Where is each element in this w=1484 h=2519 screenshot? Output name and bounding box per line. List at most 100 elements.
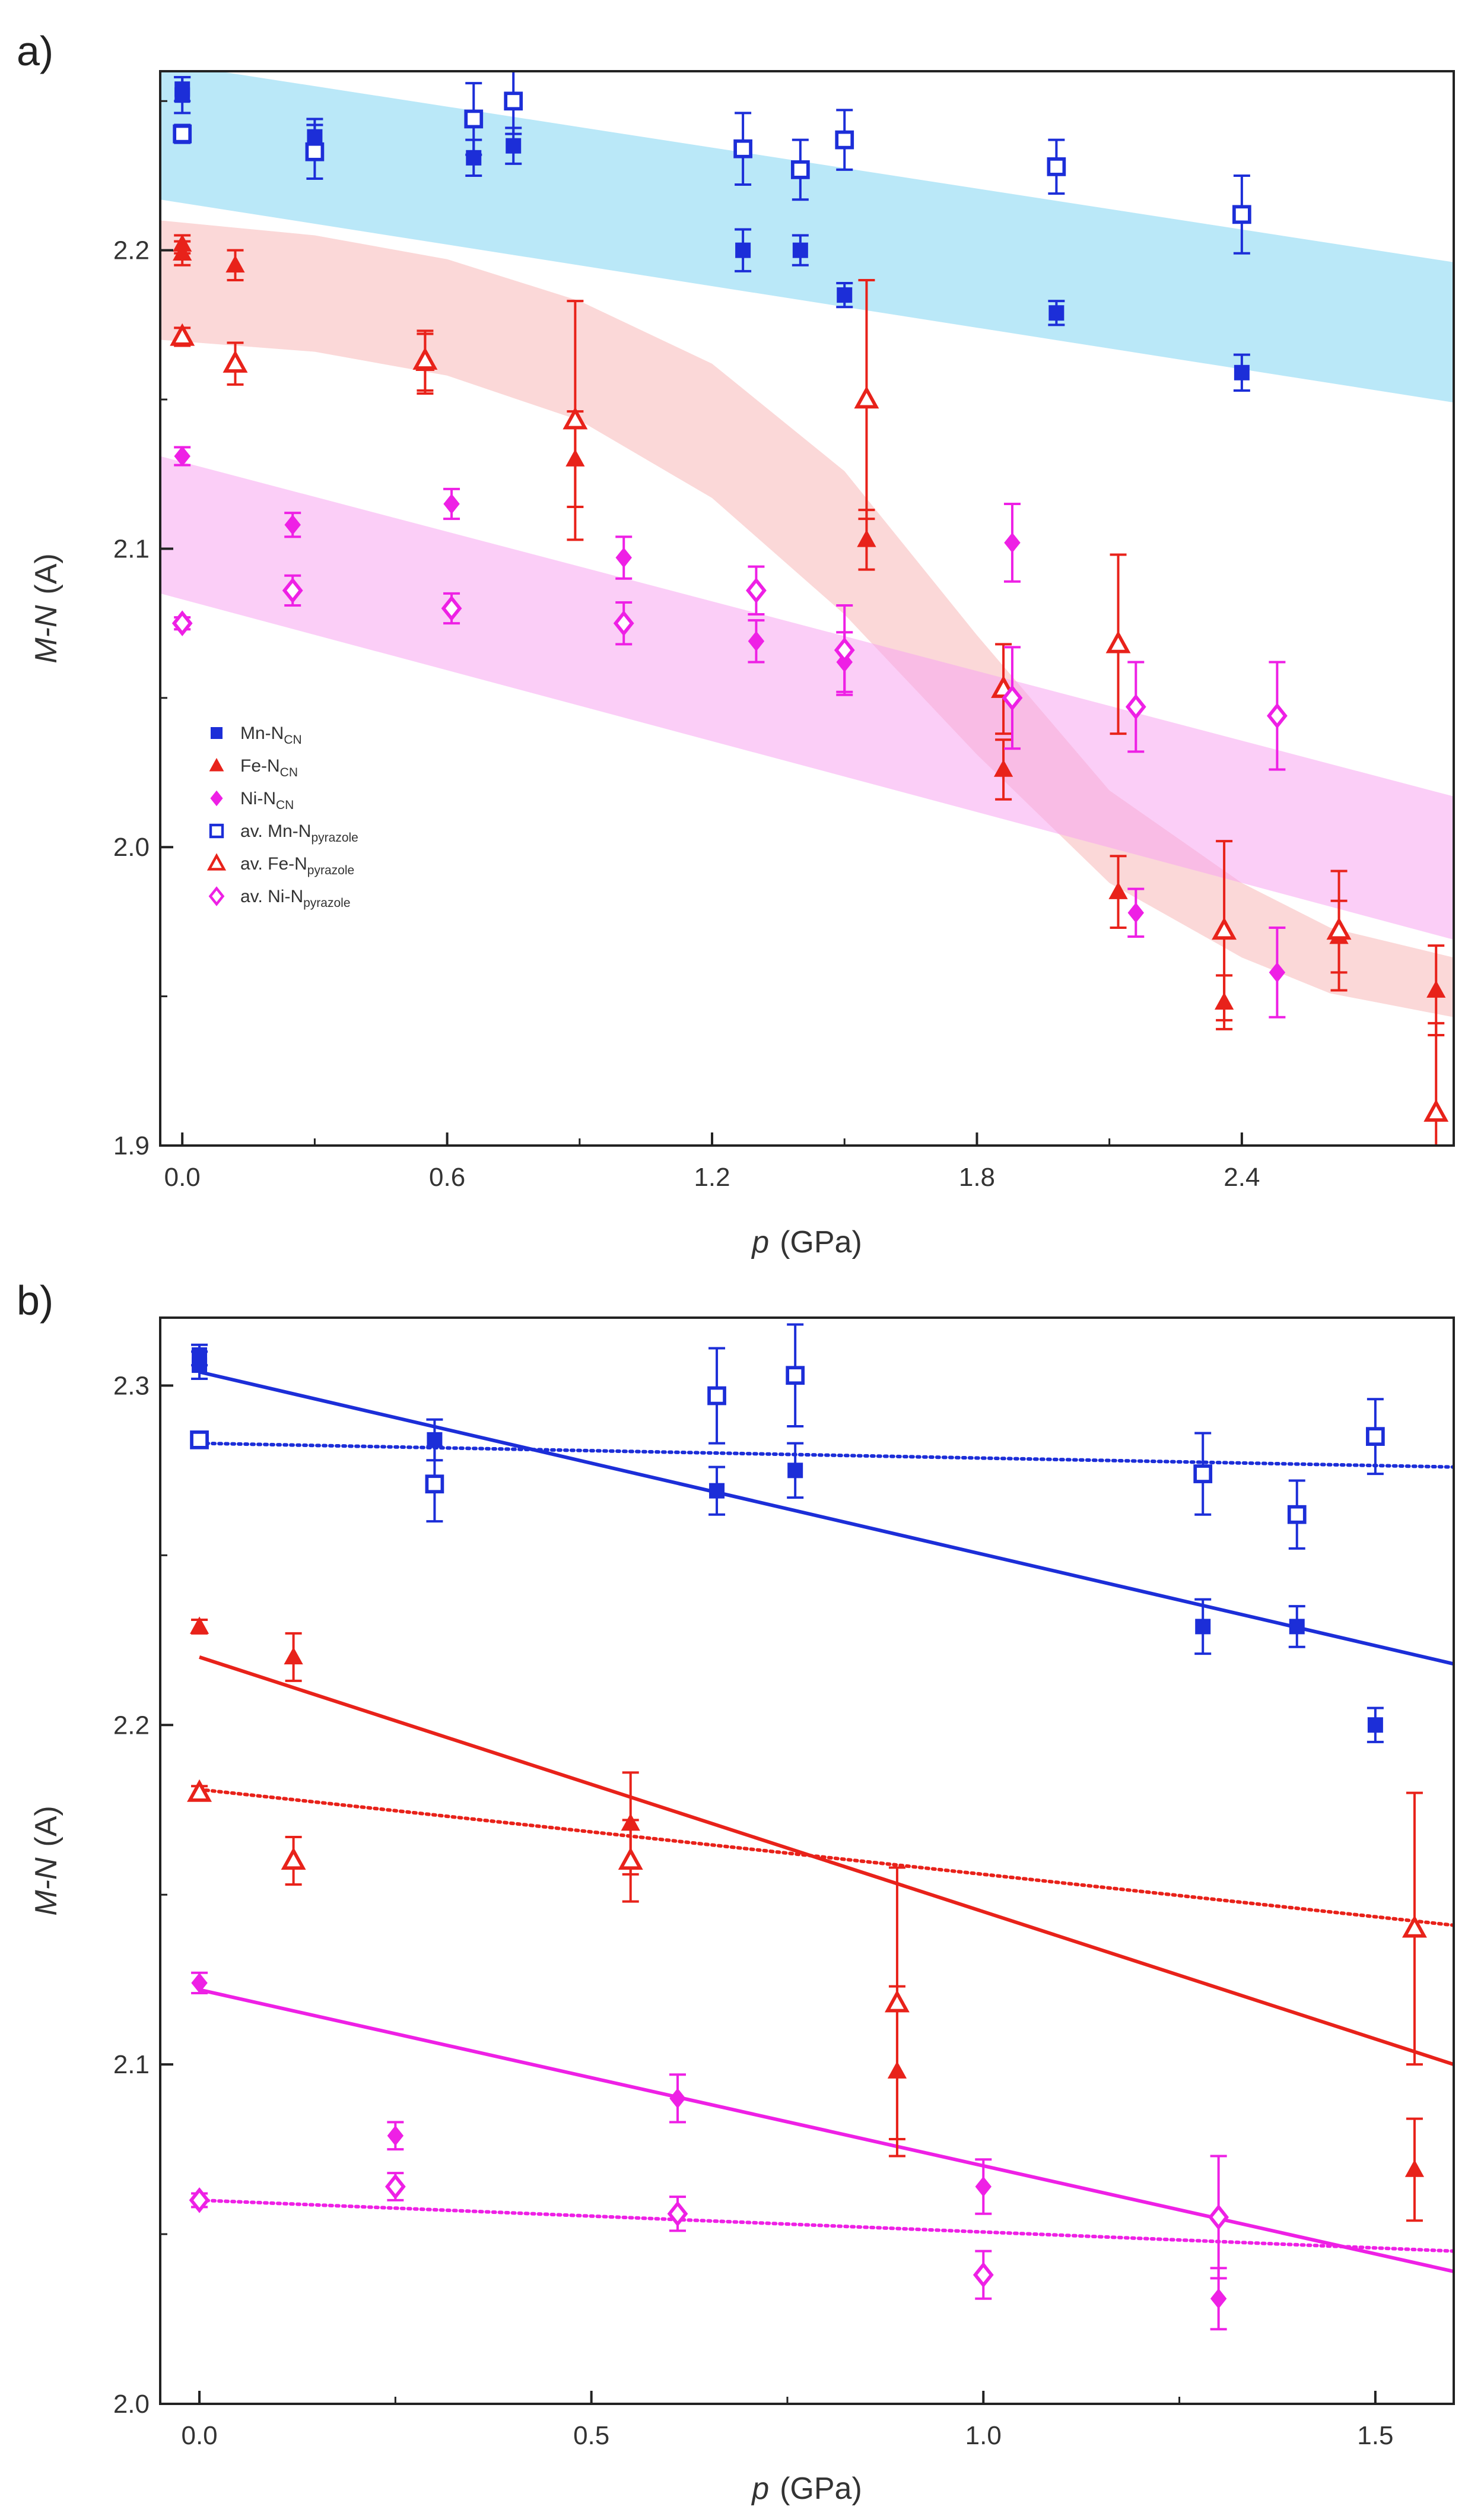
fit-line-b-4 (199, 1988, 1454, 2273)
data-point (786, 1366, 805, 1385)
data-point (225, 255, 245, 273)
data-point (464, 109, 484, 129)
data-point (735, 242, 751, 258)
legend-item: Mn-NCN (211, 724, 302, 747)
data-point (834, 637, 855, 664)
data-point (1127, 902, 1145, 923)
data-point (1193, 1464, 1213, 1483)
series-b-0 (191, 1343, 1384, 1743)
data-point (173, 234, 192, 252)
data-point (884, 1990, 910, 2013)
data-point (173, 124, 192, 144)
fit-line-b-1 (198, 1441, 1454, 1469)
x-tick-label: 0.0 (181, 2421, 217, 2450)
data-point (1423, 1099, 1449, 1122)
data-point (746, 578, 767, 604)
data-point (504, 91, 523, 111)
x-axis-title-b: p (GPa) (751, 2472, 862, 2506)
data-point (669, 2088, 686, 2109)
data-point (192, 1347, 208, 1363)
data-point (1212, 917, 1237, 940)
data-point (384, 2174, 406, 2200)
data-point (975, 2176, 992, 2197)
data-point (187, 1779, 212, 1802)
data-point (174, 81, 190, 97)
legend-item: Fe-NCN (209, 756, 298, 779)
data-point (284, 1646, 303, 1665)
data-point (1108, 881, 1128, 899)
fit-line-b-5 (198, 2198, 1454, 2253)
y-tick-label: 2.0 (113, 2390, 150, 2419)
series-a-3 (173, 71, 1251, 255)
legend-label: Ni-NCN (240, 789, 294, 812)
x-tick-label: 2.4 (1224, 1163, 1260, 1192)
data-point (441, 595, 462, 621)
series-a-4 (170, 278, 1449, 1146)
data-point (425, 1474, 444, 1494)
data-point (387, 2125, 404, 2146)
legend-marker (210, 790, 223, 807)
legend-label: av. Mn-Npyrazole (240, 821, 358, 845)
data-point (854, 386, 879, 409)
data-point (618, 1847, 643, 1870)
data-point (733, 139, 752, 158)
data-point (837, 287, 853, 303)
legend-label: Fe-NCN (240, 756, 298, 779)
data-point (1232, 205, 1251, 224)
data-point (189, 1616, 209, 1634)
data-point (189, 2187, 210, 2213)
data-point (709, 1483, 725, 1499)
x-ticks-b: 0.0 0.5 1.0 1.5 (181, 2391, 1393, 2450)
series-b-5 (189, 2155, 1229, 2300)
data-point (835, 130, 854, 150)
legend-item: av. Mn-Npyrazole (209, 821, 358, 845)
data-point (443, 493, 460, 515)
y-ticks-a: 1.9 2.0 2.1 2.2 (113, 100, 173, 1160)
data-point (1125, 694, 1146, 720)
x-tick-label: 1.8 (959, 1163, 995, 1192)
fit-line-b-2 (199, 1655, 1454, 2066)
y-tick-label: 2.1 (113, 534, 150, 563)
series-b-1 (189, 1616, 1425, 2222)
plot-frame-b (159, 1316, 1455, 2405)
x-axis-unit-b: (GPa) (780, 2472, 862, 2506)
data-point (1105, 630, 1131, 653)
panel-b: b) 0.0 0.5 1.0 1.5 2.0 2.1 2.2 2.3 p (GPa) M-N (… (17, 1277, 1455, 2506)
data-point (281, 1847, 306, 1870)
data-point (1208, 2204, 1229, 2231)
data-point (1234, 364, 1250, 380)
data-point (1404, 2159, 1425, 2177)
x-axis-var-a: p (751, 1225, 769, 1260)
data-point (1426, 980, 1446, 998)
data-point (190, 1430, 209, 1449)
x-tick-label: 0.5 (573, 2421, 609, 2450)
y-axis-unit-a: (A) (29, 553, 63, 594)
x-tick-label: 1.2 (694, 1163, 730, 1192)
data-point (790, 160, 810, 179)
plot-frame-a (159, 70, 1455, 1147)
x-axis-var-b: p (751, 2472, 769, 2506)
y-tick-label: 2.2 (113, 1711, 150, 1740)
fit-line-b-0 (199, 1370, 1454, 1666)
y-axis-title-a: M-N (A) (29, 553, 63, 664)
data-point (993, 759, 1013, 777)
data-point (615, 547, 632, 568)
data-point (667, 2201, 688, 2227)
data-point (1048, 305, 1064, 321)
x-ticks-a: 0.0 0.6 1.2 1.8 2.4 (164, 1132, 1260, 1192)
legend: Mn-NCN Fe-NCN Ni-NCN av. Mn-Npyrazole av. Fe… (206, 724, 358, 910)
legend-marker (206, 853, 227, 871)
x-axis-title-a: p (GPa) (751, 1225, 862, 1260)
data-point (1269, 962, 1286, 983)
data-point (170, 323, 195, 346)
panel-a-label: a) (17, 28, 53, 74)
legend-label: Mn-NCN (240, 724, 302, 747)
data-point (1210, 2288, 1227, 2309)
y-tick-label: 2.3 (113, 1371, 150, 1400)
data-point (563, 407, 588, 430)
data-point (792, 242, 808, 258)
x-tick-label: 1.0 (965, 2421, 1002, 2450)
band-mn-a (160, 71, 1454, 403)
y-tick-label: 2.1 (113, 2050, 150, 2079)
